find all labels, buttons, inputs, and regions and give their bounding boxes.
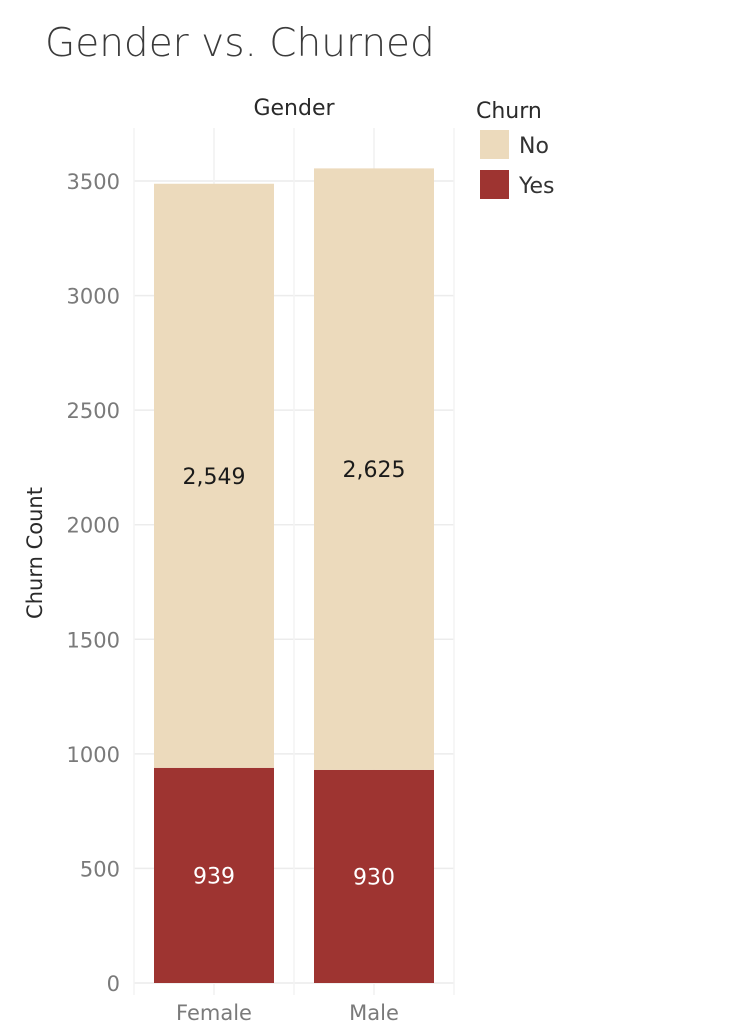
bar-no-female xyxy=(154,183,274,768)
data-label: 930 xyxy=(353,865,395,890)
y-tick-label: 3500 xyxy=(67,170,120,194)
y-tick-label: 2000 xyxy=(67,514,120,538)
y-tick-label: 500 xyxy=(80,857,120,881)
x-tick-label: Female xyxy=(176,1001,252,1025)
y-axis-ticks: 0 500 1000 1500 2000 2500 3000 3500 xyxy=(67,170,120,996)
y-tick-label: 1000 xyxy=(67,743,120,767)
facet-label: Gender xyxy=(253,96,335,121)
chart-title: Gender vs. Churned xyxy=(45,21,435,66)
y-tick-label: 2500 xyxy=(67,399,120,423)
bar-yes-male xyxy=(314,769,434,983)
bar-no-male xyxy=(314,168,434,770)
legend-label: Yes xyxy=(518,174,555,199)
legend-label: No xyxy=(519,134,549,159)
legend-title: Churn xyxy=(476,99,542,124)
y-axis-label: Churn Count xyxy=(23,487,47,619)
x-axis-ticks: Female Male xyxy=(176,1001,399,1025)
data-label: 939 xyxy=(193,864,235,889)
y-tick-label: 0 xyxy=(107,972,120,996)
y-tick-label: 3000 xyxy=(67,285,120,309)
x-tick-label: Male xyxy=(349,1001,399,1025)
data-label: 2,625 xyxy=(343,458,406,483)
y-tick-label: 1500 xyxy=(67,628,120,652)
legend-swatch-yes xyxy=(480,170,509,199)
bars: 939 2,549 930 2,625 xyxy=(154,168,434,983)
legend: Churn No Yes xyxy=(476,99,555,199)
data-label: 2,549 xyxy=(183,465,246,490)
bar-yes-female xyxy=(154,767,274,983)
legend-swatch-no xyxy=(480,130,509,159)
